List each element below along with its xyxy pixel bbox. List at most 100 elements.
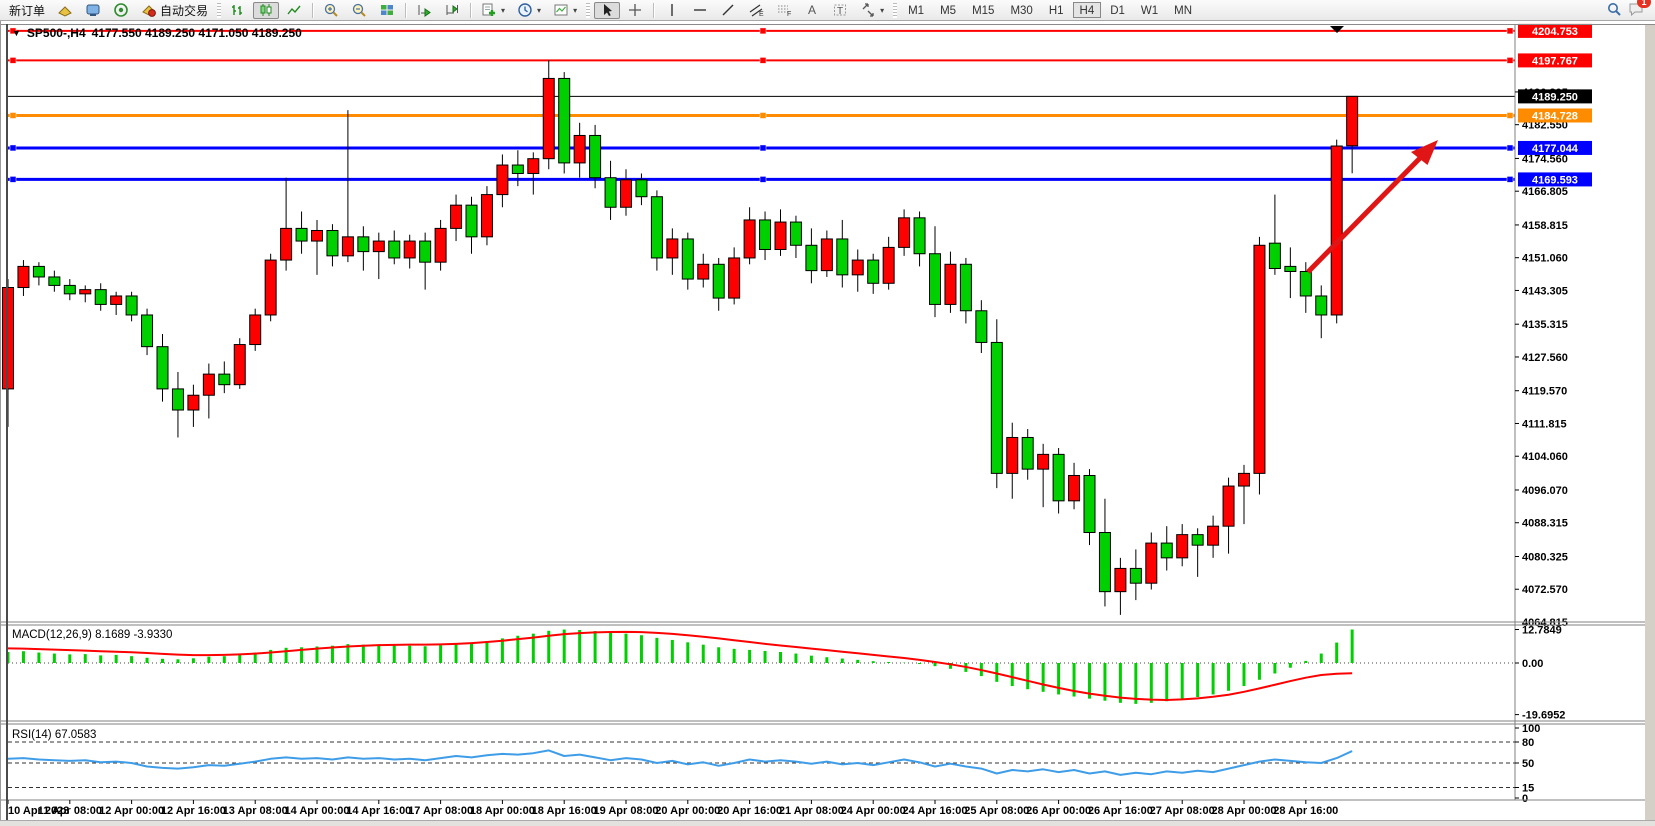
candle-body-up	[1238, 472, 1250, 487]
main-toolbar: 新订单 自动交易 ▾ ▾ ▾ E F A T ▾ M1 M5 M15 M30 H…	[0, 0, 1655, 21]
candle-body-down	[218, 373, 231, 386]
vertical-line-icon[interactable]	[659, 2, 685, 19]
window-bottom-strip	[0, 820, 1655, 826]
candle-body-up	[311, 229, 323, 242]
candle-body-down	[32, 265, 45, 278]
candle-body-up	[820, 238, 833, 272]
hline-handle[interactable]	[759, 112, 767, 119]
add-indicator-button[interactable]: ▾	[476, 2, 510, 19]
date-tick-label: 24 Apr 16:00	[902, 805, 967, 817]
tab-m1[interactable]: M1	[908, 5, 925, 17]
tile-windows-icon[interactable]	[374, 2, 400, 19]
hline-handle[interactable]	[759, 57, 767, 64]
tab-m15[interactable]: M15	[972, 5, 995, 17]
equidistant-channel-icon[interactable]: E	[743, 2, 769, 19]
symbol-dropdown-icon[interactable]: ▼	[12, 28, 21, 38]
crosshair-icon[interactable]	[622, 2, 648, 19]
horizontal-line-icon[interactable]	[687, 2, 713, 19]
charts-stack-icon[interactable]	[52, 2, 78, 19]
annotation-arrow-shaft[interactable]	[1306, 152, 1426, 274]
auto-scroll-icon[interactable]	[411, 2, 437, 19]
hline-handle[interactable]	[9, 27, 17, 35]
hline-handle[interactable]	[1506, 57, 1514, 64]
macd-signal-line	[7, 630, 1353, 701]
hline-handle[interactable]	[1506, 112, 1514, 119]
terminal-icon[interactable]	[80, 2, 106, 19]
text-label-icon[interactable]: T	[827, 2, 853, 19]
hline-handle[interactable]	[1506, 27, 1514, 35]
annotation-arrow-head-icon[interactable]	[1411, 140, 1438, 165]
cursor-icon[interactable]	[594, 1, 621, 19]
trendline-icon[interactable]	[715, 2, 741, 19]
date-tick-label: 13 Apr 08:00	[223, 805, 288, 817]
window-right-strip	[1645, 25, 1655, 825]
candle-body-down	[171, 388, 184, 411]
arrows-tool-button[interactable]: ▾	[855, 2, 889, 19]
chart-shift-icon[interactable]	[439, 2, 465, 19]
autotrade-button[interactable]: 自动交易	[136, 2, 213, 19]
price-label-text: 4197.767	[1532, 55, 1578, 67]
candle-body-down	[681, 238, 694, 280]
hline-handle[interactable]	[759, 27, 767, 35]
tab-h1[interactable]: H1	[1048, 5, 1064, 17]
candle-body-up	[480, 194, 493, 238]
candle-body-up	[851, 259, 864, 276]
line-chart-icon[interactable]	[281, 2, 307, 19]
hline-handle[interactable]	[9, 112, 17, 119]
hline-handle[interactable]	[9, 176, 17, 183]
bars-chart-icon[interactable]	[225, 2, 251, 19]
date-tick-label: 10 Apr 2023	[8, 805, 69, 817]
fibonacci-icon[interactable]: F	[771, 2, 797, 19]
candle-body-down	[1284, 265, 1297, 272]
template-button[interactable]: ▾	[548, 2, 582, 19]
zoom-in-icon[interactable]	[318, 2, 344, 19]
candle-body-up	[341, 236, 354, 257]
date-tick-label: 26 Apr 00:00	[1026, 805, 1091, 817]
date-tick-label: 17 Apr 08:00	[408, 805, 473, 817]
tab-d1[interactable]: D1	[1110, 5, 1125, 17]
text-tool-icon[interactable]: A	[799, 2, 825, 19]
candle-body-up	[233, 344, 246, 386]
date-tick-label: 24 Apr 00:00	[841, 805, 906, 817]
candle-body-up	[1253, 244, 1266, 474]
candle-body-up	[79, 289, 92, 295]
search-icon[interactable]	[1606, 1, 1622, 20]
tab-w1[interactable]: W1	[1140, 5, 1159, 17]
hline-handle[interactable]	[759, 144, 767, 152]
candle-body-up	[110, 295, 123, 305]
date-tick-label: 28 Apr 00:00	[1211, 805, 1276, 817]
price-tick-label: 4143.305	[1522, 285, 1568, 297]
tab-m30[interactable]: M30	[1010, 5, 1033, 17]
periods-button[interactable]: ▾	[512, 2, 546, 19]
hline-handle[interactable]	[9, 57, 17, 64]
candle-body-up	[882, 246, 895, 284]
date-tick-label: 25 Apr 08:00	[964, 805, 1029, 817]
tab-mn[interactable]: MN	[1174, 5, 1193, 17]
candle-body-up	[1176, 534, 1189, 559]
symbol-ohlc: 4177.550 4189.250 4171.050 4189.250	[91, 26, 302, 40]
rsi-level-label: 100	[1522, 723, 1540, 735]
zoom-out-icon[interactable]	[346, 2, 372, 19]
candle-body-up	[1037, 453, 1050, 470]
new-order-button[interactable]: 新订单	[4, 2, 50, 19]
price-tick-label: 4080.325	[1522, 551, 1568, 563]
date-tick-label: 26 Apr 16:00	[1088, 805, 1153, 817]
price-label-text: 4184.728	[1532, 110, 1578, 122]
candles-chart-icon[interactable]	[253, 1, 280, 19]
svg-text:T: T	[837, 6, 843, 17]
date-tick-label: 14 Apr 00:00	[284, 805, 349, 817]
notifications-button[interactable]: 1	[1628, 0, 1651, 20]
hline-handle[interactable]	[9, 144, 17, 152]
candle-body-down	[125, 295, 138, 316]
signal-icon[interactable]	[108, 2, 134, 19]
date-tick-label: 11 Apr 08:00	[38, 805, 102, 817]
hline-handle[interactable]	[1506, 176, 1514, 183]
tab-h4[interactable]: H4	[1072, 2, 1102, 18]
hline-handle[interactable]	[1506, 144, 1514, 152]
tab-m5[interactable]: M5	[940, 5, 957, 17]
add-indicator-icon	[482, 3, 496, 16]
clock-icon	[518, 3, 532, 17]
hline-handle[interactable]	[759, 176, 767, 183]
